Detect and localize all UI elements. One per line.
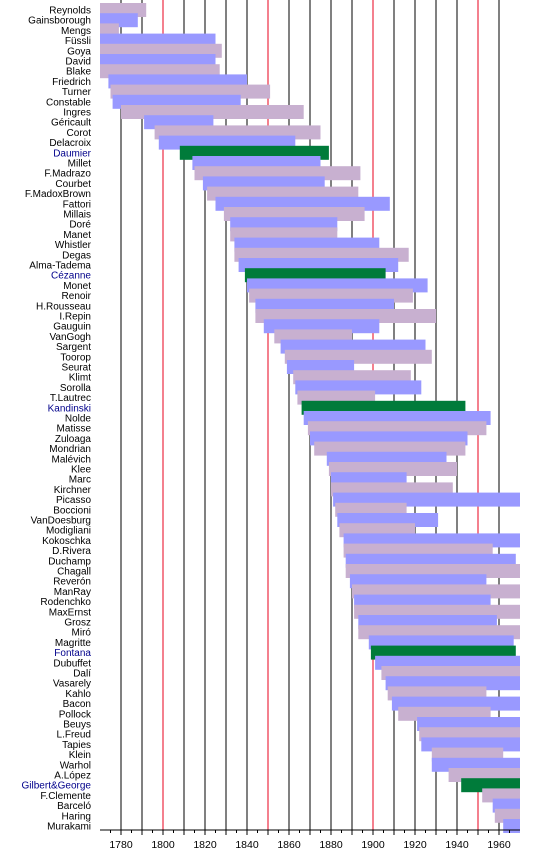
artist-label: Bacon xyxy=(63,699,91,710)
artist-label: Cézanne xyxy=(51,271,91,282)
artist-label: Matisse xyxy=(57,424,92,435)
artist-label: F.MadoxBrown xyxy=(25,189,91,200)
artist-label: Whistler xyxy=(55,240,92,251)
artist-label: Doré xyxy=(69,220,91,231)
artist-label: F.Madrazo xyxy=(44,169,91,180)
x-tick-label: 1800 xyxy=(151,839,175,850)
artist-label: Delacroix xyxy=(49,138,91,149)
artist-label: Constable xyxy=(46,97,91,108)
x-tick-label: 1900 xyxy=(361,839,385,850)
artist-label: Pollock xyxy=(59,709,92,720)
x-tick-label: 1880 xyxy=(319,839,343,850)
artist-label: Klimt xyxy=(69,373,91,384)
artist-label: Fattori xyxy=(63,199,91,210)
x-tick-label: 1820 xyxy=(193,839,217,850)
artist-label: Ingres xyxy=(63,108,91,119)
artist-label: Haring xyxy=(62,811,91,822)
artist-label: H.Rousseau xyxy=(36,301,91,312)
artist-labels: ReynoldsGainsboroughMengsFüssliGoyaDavid… xyxy=(22,6,92,833)
artist-label: Vasarely xyxy=(53,679,91,690)
artist-label: Friedrich xyxy=(52,77,91,88)
artist-label: L.Freud xyxy=(57,730,91,741)
artist-label: Duchamp xyxy=(48,556,91,567)
artist-label: Mondrian xyxy=(49,444,91,455)
artist-label: Chagall xyxy=(57,567,91,578)
artist-label: Miró xyxy=(72,628,92,639)
artist-label: Corot xyxy=(67,128,92,139)
artist-label: Millais xyxy=(63,210,91,221)
artist-label: VanGogh xyxy=(49,332,91,343)
artist-label: Gauguin xyxy=(53,322,91,333)
artist-label: Géricault xyxy=(51,118,91,129)
artist-label: Renoir xyxy=(62,291,92,302)
artist-label: Kahlo xyxy=(65,689,91,700)
x-tick-label: 1780 xyxy=(109,839,133,850)
artist-label: David xyxy=(65,57,91,68)
artist-label: Monet xyxy=(63,281,91,292)
artist-label: Manet xyxy=(63,230,91,241)
artist-label: Sorolla xyxy=(60,383,92,394)
artist-label: Marc xyxy=(69,475,91,486)
artist-label: Courbet xyxy=(55,179,91,190)
artist-label: T.Lautrec xyxy=(50,393,91,404)
artist-label: Alma-Tadema xyxy=(29,261,91,272)
artist-label: Kokoschka xyxy=(42,536,91,547)
artist-label: Kandinski xyxy=(48,403,91,414)
artist-label: Boccioni xyxy=(53,505,91,516)
artist-label: I.Repin xyxy=(59,312,91,323)
artist-label: Warhol xyxy=(60,760,91,771)
x-tick-label: 1840 xyxy=(235,839,259,850)
artist-label: Goya xyxy=(67,46,91,57)
x-tick-label: 1960 xyxy=(487,839,511,850)
artist-label: Fontana xyxy=(54,648,91,659)
artist-label: ManRay xyxy=(54,587,91,598)
artist-label: F.Clemente xyxy=(40,791,91,802)
artist-label: Barceló xyxy=(57,801,91,812)
artist-label: D.Rivera xyxy=(52,546,91,557)
artist-label: Picasso xyxy=(56,495,91,506)
artist-label: Rodenchko xyxy=(40,597,91,608)
artist-label: VanDoesburg xyxy=(31,516,91,527)
x-axis: 1780 1800 1820 1840 1860 1880 1900 1920 1940 1960 xyxy=(100,829,520,850)
artist-label: Mengs xyxy=(61,26,91,37)
artist-label: Malévich xyxy=(52,454,91,465)
artist-label: Tapies xyxy=(62,740,91,751)
artist-label: Modigliani xyxy=(46,526,91,537)
lifespan-bar xyxy=(503,819,520,833)
artist-label: Gainsborough xyxy=(28,16,91,27)
artist-label: Füssli xyxy=(65,36,91,47)
x-tick-label: 1940 xyxy=(445,839,469,850)
x-tick-label: 1920 xyxy=(403,839,427,850)
artist-label: Toorop xyxy=(60,352,91,363)
artist-label: Murakami xyxy=(47,822,91,833)
artist-label: Klein xyxy=(69,750,91,761)
artist-label: Klee xyxy=(71,465,91,476)
artist-label: Reverón xyxy=(53,577,91,588)
artist-label: Daumier xyxy=(53,148,91,159)
artist-label: Reynolds xyxy=(49,6,91,17)
x-tick-label: 1860 xyxy=(277,839,301,850)
bars-layer xyxy=(100,3,520,833)
artist-label: Blake xyxy=(66,67,91,78)
artist-label: Sargent xyxy=(56,342,91,353)
artist-label: Beuys xyxy=(63,720,91,731)
artist-label: Magritte xyxy=(55,638,92,649)
artist-label: Dalí xyxy=(73,669,91,680)
artist-label: Millet xyxy=(68,159,92,170)
artist-label: Seurat xyxy=(62,363,92,374)
artist-label: Turner xyxy=(62,87,92,98)
artist-label: Zuloaga xyxy=(55,434,92,445)
artist-label: Dubuffet xyxy=(53,658,91,669)
artist-label: Nolde xyxy=(65,414,92,425)
artist-label: Kirchner xyxy=(54,485,92,496)
artist-label: A.López xyxy=(54,771,91,782)
artist-label: Gilbert&George xyxy=(22,781,92,792)
artist-label: Degas xyxy=(62,250,91,261)
artist-label: MaxErnst xyxy=(49,607,91,618)
artist-label: Grosz xyxy=(64,618,91,629)
